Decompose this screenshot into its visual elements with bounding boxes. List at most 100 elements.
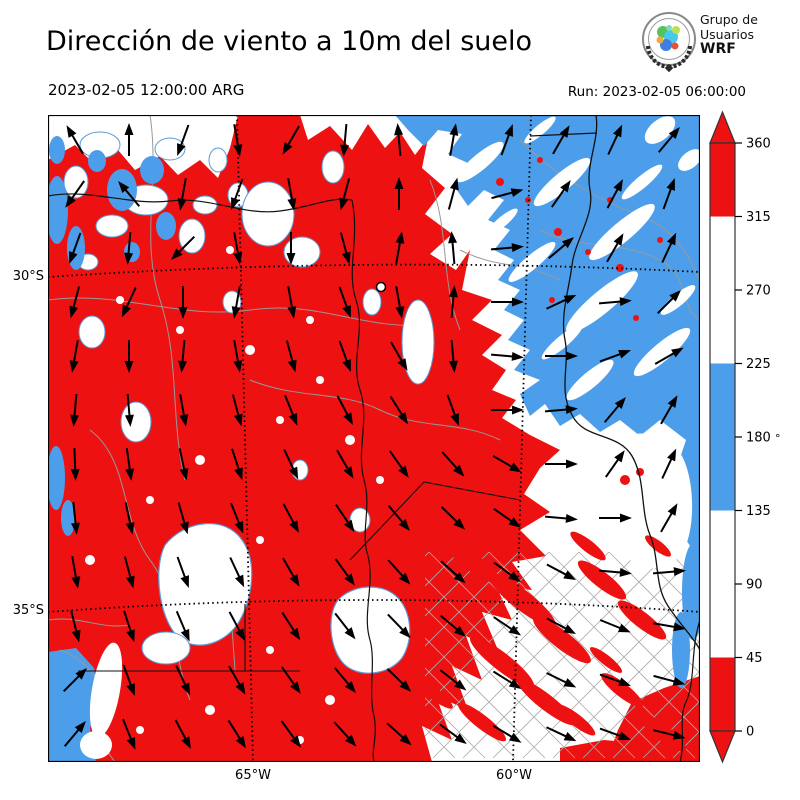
wind-arrow [335,504,355,533]
arrow-shaft [281,666,296,686]
border-river-line-3 [351,199,376,762]
arrow-head [399,572,411,585]
red-streak [457,702,507,742]
arrow-shaft [440,614,459,631]
wind-arrow [118,180,141,207]
arrow-shaft [231,394,240,417]
wind-arrow [228,665,246,695]
arrow-shaft [599,673,621,683]
arrow-head [667,503,678,516]
arrow-shaft [492,455,513,468]
run-time-label: Run: 2023-02-05 06:00:00 [567,84,746,100]
arrow-shaft [599,619,621,630]
arrow-head [565,405,578,415]
arrow-head [666,178,675,191]
wind-arrow [71,556,81,589]
arrow-shaft [450,339,455,363]
wind-arrow [493,561,521,582]
arrow-head [508,517,521,528]
arrow-shaft [397,133,402,157]
arrow-shaft [229,557,241,578]
arrow-head [290,681,301,694]
wind-arrow [69,340,79,373]
arrow-head [565,513,578,523]
red-streak [488,572,556,628]
white-patch [241,181,295,247]
wind-arrow [287,286,297,319]
arrow-shaft [230,502,241,524]
wind-arrow [233,124,243,157]
arrow-shaft [387,613,404,632]
wind-arrow [233,340,243,373]
arrow-shaft [338,286,348,308]
arrow-head [170,248,183,261]
arrow-shaft [72,340,79,363]
arrow-head [69,360,79,373]
white-patch [456,141,504,183]
arrow-head [341,251,351,265]
wind-arrow [652,567,686,577]
colorbar-segment-45-135 [710,510,735,658]
wind-arrow [176,556,189,588]
arrow-head [70,468,80,481]
arrow-head [667,448,677,462]
arrow-head [613,124,623,138]
wind-arrow [491,405,524,415]
wind-arrow [66,125,84,155]
arrow-head [233,413,243,427]
arrow-shaft [285,340,294,363]
lat-tick-label-1: 35°S [12,603,44,618]
wind-arrow [544,513,578,523]
wind-arrow [448,339,458,373]
mesh-line [425,552,490,617]
arrow-shaft [122,718,133,740]
wind-arrow [390,341,408,371]
white-patch [566,359,614,401]
arrow-head [233,144,243,157]
arrow-head [121,304,131,318]
wind-arrow [178,286,188,319]
red-spot [620,475,630,485]
mesh-line [458,552,666,758]
wind-arrow [231,394,243,427]
wind-arrow [395,286,405,319]
arrow-shaft [125,287,137,308]
arrow-head [231,197,240,210]
arrow-shaft [607,134,619,155]
wind-arrow [281,666,301,694]
wind-arrow [446,394,459,426]
arrow-shaft [177,502,186,525]
arrow-shaft [603,404,620,423]
arrow-shaft [450,295,455,319]
arrow-head [672,730,686,740]
blue-patch [61,500,75,536]
white-patch-2 [604,433,693,569]
arrow-shaft [334,558,350,578]
arrow-head [126,736,136,750]
arrow-head [289,520,299,534]
arrow-shaft [179,394,186,417]
wind-arrow [282,557,300,587]
red-streak [617,600,667,640]
wind-arrow [440,614,467,637]
arrow-head [511,243,524,253]
arrow-shaft [124,502,132,525]
arrow-head [508,678,522,690]
wind-arrow [178,448,189,481]
colorbar-segment-135-225 [710,363,735,511]
arrow-shaft [122,664,132,686]
arrow-head [118,180,130,194]
wind-arrow [177,178,187,211]
arrow-shaft [125,448,131,471]
wind-arrow [654,347,684,365]
mesh-line [642,700,700,758]
arrow-head [126,683,135,696]
arrow-head [126,629,135,643]
arrow-head [508,571,521,582]
wind-arrow [340,123,350,157]
wind-arrow [389,395,409,425]
white-patch [141,631,191,665]
white-dot [195,455,205,465]
arrow-shaft [231,448,240,471]
